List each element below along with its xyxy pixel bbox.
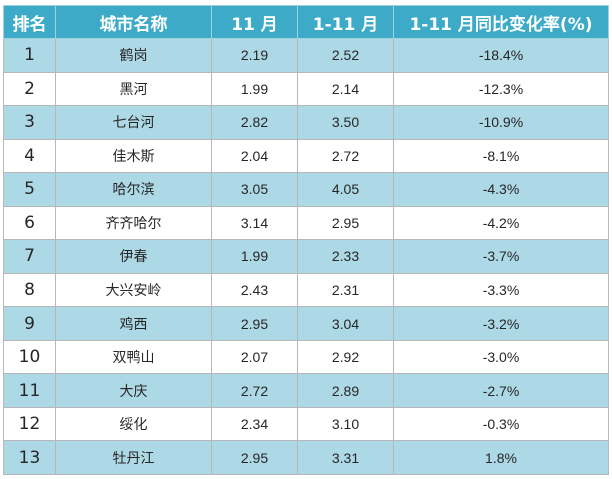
yoy-change-cell: -18.4% (393, 38, 609, 73)
city-cell: 哈尔滨 (55, 172, 212, 207)
yoy-change-cell: -4.3% (393, 172, 609, 207)
header-city: 城市名称 (55, 5, 212, 39)
header-november: 11 月 (211, 5, 298, 39)
jan-nov-cell: 3.31 (297, 440, 394, 475)
yoy-change-cell: -2.7% (393, 373, 609, 408)
table-row: 2 黑河 1.99 2.14 -12.3% (3, 71, 609, 107)
yoy-change-cell: 1.8% (393, 440, 609, 475)
city-cell: 大庆 (55, 373, 212, 408)
rank-cell: 10 (3, 339, 56, 375)
city-cell: 双鸭山 (55, 339, 212, 375)
rank-cell: 7 (3, 239, 56, 274)
jan-nov-cell: 3.04 (297, 306, 394, 341)
table-row: 6 齐齐哈尔 3.14 2.95 -4.2% (3, 205, 609, 241)
jan-nov-cell: 2.52 (297, 38, 394, 73)
jan-nov-cell: 2.89 (297, 373, 394, 408)
header-jan-nov: 1-11 月 (297, 5, 394, 39)
yoy-change-cell: -3.0% (393, 339, 609, 375)
table-row: 7 伊春 1.99 2.33 -3.7% (3, 239, 609, 274)
rank-cell: 3 (3, 105, 56, 140)
november-cell: 1.99 (211, 71, 298, 107)
november-cell: 3.14 (211, 205, 298, 241)
november-cell: 2.43 (211, 272, 298, 308)
jan-nov-cell: 3.10 (297, 406, 394, 442)
table-row: 12 绥化 2.34 3.10 -0.3% (3, 406, 609, 442)
yoy-change-cell: -3.2% (393, 306, 609, 341)
rank-cell: 12 (3, 406, 56, 442)
yoy-change-cell: -10.9% (393, 105, 609, 140)
table-row: 4 佳木斯 2.04 2.72 -8.1% (3, 138, 609, 174)
november-cell: 3.05 (211, 172, 298, 207)
november-cell: 2.82 (211, 105, 298, 140)
city-cell: 牡丹江 (55, 440, 212, 475)
table-row: 8 大兴安岭 2.43 2.31 -3.3% (3, 272, 609, 308)
city-cell: 佳木斯 (55, 138, 212, 174)
city-cell: 大兴安岭 (55, 272, 212, 308)
city-cell: 七台河 (55, 105, 212, 140)
rank-cell: 1 (3, 38, 56, 73)
november-cell: 1.99 (211, 239, 298, 274)
yoy-change-cell: -3.7% (393, 239, 609, 274)
november-cell: 2.19 (211, 38, 298, 73)
jan-nov-cell: 2.95 (297, 205, 394, 241)
city-cell: 黑河 (55, 71, 212, 107)
yoy-change-cell: -0.3% (393, 406, 609, 442)
jan-nov-cell: 4.05 (297, 172, 394, 207)
yoy-change-cell: -8.1% (393, 138, 609, 174)
table-row: 10 双鸭山 2.07 2.92 -3.0% (3, 339, 609, 375)
jan-nov-cell: 2.72 (297, 138, 394, 174)
table-row: 5 哈尔滨 3.05 4.05 -4.3% (3, 172, 609, 207)
jan-nov-cell: 2.33 (297, 239, 394, 274)
yoy-change-cell: -3.3% (393, 272, 609, 308)
rank-cell: 11 (3, 373, 56, 408)
table-row: 11 大庆 2.72 2.89 -2.7% (3, 373, 609, 408)
november-cell: 2.04 (211, 138, 298, 174)
jan-nov-cell: 2.92 (297, 339, 394, 375)
rank-cell: 5 (3, 172, 56, 207)
yoy-change-cell: -4.2% (393, 205, 609, 241)
header-yoy-change: 1-11 月同比变化率(%) (393, 5, 609, 39)
jan-nov-cell: 2.14 (297, 71, 394, 107)
yoy-change-cell: -12.3% (393, 71, 609, 107)
city-ranking-table: 排名 城市名称 11 月 1-11 月 1-11 月同比变化率(%) 1 鹤岗 2.… (3, 5, 609, 475)
november-cell: 2.95 (211, 306, 298, 341)
rank-cell: 6 (3, 205, 56, 241)
jan-nov-cell: 3.50 (297, 105, 394, 140)
november-cell: 2.34 (211, 406, 298, 442)
jan-nov-cell: 2.31 (297, 272, 394, 308)
november-cell: 2.07 (211, 339, 298, 375)
city-cell: 绥化 (55, 406, 212, 442)
table-row: 9 鸡西 2.95 3.04 -3.2% (3, 306, 609, 341)
november-cell: 2.72 (211, 373, 298, 408)
city-cell: 鹤岗 (55, 38, 212, 73)
rank-cell: 8 (3, 272, 56, 308)
rank-cell: 4 (3, 138, 56, 174)
table-body: 1 鹤岗 2.19 2.52 -18.4% 2 黑河 1.99 2.14 -12.3% 3 七台河 2.… (3, 38, 609, 475)
rank-cell: 13 (3, 440, 56, 475)
table-row: 3 七台河 2.82 3.50 -10.9% (3, 105, 609, 140)
header-row: 排名 城市名称 11 月 1-11 月 1-11 月同比变化率(%) (3, 5, 609, 39)
rank-cell: 2 (3, 71, 56, 107)
table-row: 13 牡丹江 2.95 3.31 1.8% (3, 440, 609, 475)
city-cell: 伊春 (55, 239, 212, 274)
table-row: 1 鹤岗 2.19 2.52 -18.4% (3, 38, 609, 73)
rank-cell: 9 (3, 306, 56, 341)
city-cell: 鸡西 (55, 306, 212, 341)
header-rank: 排名 (3, 5, 56, 39)
november-cell: 2.95 (211, 440, 298, 475)
city-cell: 齐齐哈尔 (55, 205, 212, 241)
